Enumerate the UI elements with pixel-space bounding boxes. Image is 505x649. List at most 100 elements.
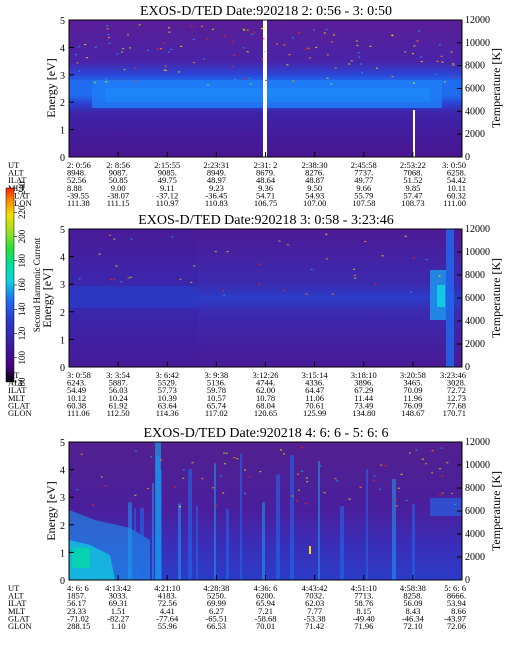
ytick-label: 2 [60, 308, 65, 319]
noise-speck [441, 492, 444, 494]
noise-speck [425, 258, 428, 261]
noise-speck [291, 37, 294, 39]
ephemeris-value: 70.09 [403, 385, 422, 395]
ephemeris-value: 117.02 [205, 408, 228, 418]
noise-speck [109, 278, 112, 281]
colorbar-ticks: 80 100 120 140 160 180 200 220 240 [14, 181, 27, 387]
noise-speck [207, 84, 210, 86]
noise-speck [310, 268, 313, 271]
ephemeris-value: -46.34 [402, 613, 425, 623]
ephemeris-value: 60.32 [447, 190, 466, 200]
ephemeris-value: 10.11 [447, 183, 466, 193]
ephemeris-value: 1.10 [111, 621, 126, 631]
noise-speck [358, 56, 361, 58]
noise-speck [179, 278, 182, 280]
noise-speck [315, 46, 318, 49]
ephemeris-value: 4: 6: 6 [67, 583, 89, 593]
ephemeris-row-label: ILAT [8, 598, 27, 608]
noise-speck [415, 449, 418, 451]
noise-speck [233, 79, 236, 81]
y2tick-label: 6000 [465, 506, 485, 517]
ephemeris-value: 7.21 [258, 606, 273, 616]
ephemeris-value: 9.00 [111, 183, 126, 193]
streak [276, 474, 280, 580]
noise-speck [265, 79, 268, 82]
ephemeris-value: 2: 8:56 [106, 160, 130, 170]
ephemeris-row-label: ALT [8, 378, 25, 388]
noise-speck [334, 478, 337, 480]
ytick-label: 0 [60, 363, 65, 374]
noise-speck [298, 32, 301, 34]
noise-speck [77, 46, 80, 48]
ytick-label: 4 [60, 253, 65, 264]
panel-1-core-band-inner [105, 88, 430, 102]
y2tick-label: 10000 [465, 460, 490, 471]
ephemeris-value: 64.47 [305, 385, 324, 395]
noise-speck [357, 52, 360, 54]
noise-speck [262, 38, 265, 40]
noise-speck [369, 45, 372, 47]
y2tick-label: 8000 [465, 61, 485, 72]
noise-speck [244, 78, 247, 80]
noise-speck [453, 503, 456, 506]
streak [140, 507, 144, 580]
ytick-label: 2 [60, 98, 65, 109]
ephemeris-value: 51.52 [403, 175, 422, 185]
noise-speck [231, 41, 234, 43]
ephemeris-value: 110.83 [205, 198, 228, 208]
ephemeris-value: 3: 9:38 [204, 370, 228, 380]
y2tick-label: 2000 [465, 339, 485, 350]
ephemeris-value: 48.87 [305, 175, 324, 185]
noise-speck [360, 72, 363, 74]
ephemeris-value: 71.96 [354, 621, 373, 631]
ephemeris-value: -71.02 [67, 613, 89, 623]
panel-3-axes: 0 1 2 3 4 5 0 2000 4000 6000 8000 10000 12000 [60, 437, 490, 587]
noise-speck [397, 487, 400, 489]
ytick-label: 1 [60, 548, 65, 559]
ephemeris-value: 3:12:26 [253, 370, 279, 380]
noise-speck [171, 236, 174, 238]
ephemeris-value: 48.64 [256, 175, 276, 185]
noise-speck [128, 47, 131, 49]
ephemeris-value: 5: 6: 6 [444, 583, 466, 593]
ephemeris-value: -82.27 [107, 613, 129, 623]
streak [318, 461, 320, 580]
noise-speck [120, 79, 123, 81]
noise-speck [372, 479, 375, 481]
ytick-label: 3 [60, 71, 65, 82]
noise-speck [296, 500, 299, 502]
ephemeris-value: 114.36 [156, 408, 179, 418]
ephemeris-value: 8679. [256, 168, 275, 178]
noise-speck [439, 468, 442, 470]
noise-speck [332, 34, 335, 36]
noise-speck [410, 291, 413, 293]
noise-speck [223, 294, 226, 296]
noise-speck [246, 51, 249, 53]
panel-3-blip [309, 546, 311, 554]
ephemeris-row-label: ILAT [8, 385, 27, 395]
ephemeris-value: 57.73 [158, 385, 177, 395]
noise-speck [305, 477, 308, 479]
noise-speck [259, 471, 262, 473]
noise-speck [378, 488, 381, 490]
noise-speck [233, 457, 236, 459]
noise-speck [323, 491, 326, 494]
y2tick-label: 8000 [465, 270, 485, 281]
noise-speck [431, 450, 434, 452]
panel-1-title: EXOS-D/TED Date:920218 2: 0:56 - 3: 0:50 [140, 4, 392, 19]
streak [188, 469, 192, 580]
ephemeris-value: -53.38 [304, 613, 326, 623]
noise-speck [98, 253, 101, 255]
colorbar-strip [5, 187, 15, 383]
ephemeris-value: 4336. [305, 378, 324, 388]
noise-speck [94, 81, 97, 84]
ephemeris-row-label: UT [8, 160, 20, 170]
ytick-label: 3 [60, 280, 65, 291]
noise-speck [225, 452, 228, 454]
streak [196, 505, 198, 580]
ephemeris-value: 110.97 [156, 198, 179, 208]
noise-speck [243, 29, 246, 31]
noise-speck [116, 53, 119, 55]
streak [240, 454, 242, 580]
ephemeris-value: 7032. [305, 591, 324, 601]
